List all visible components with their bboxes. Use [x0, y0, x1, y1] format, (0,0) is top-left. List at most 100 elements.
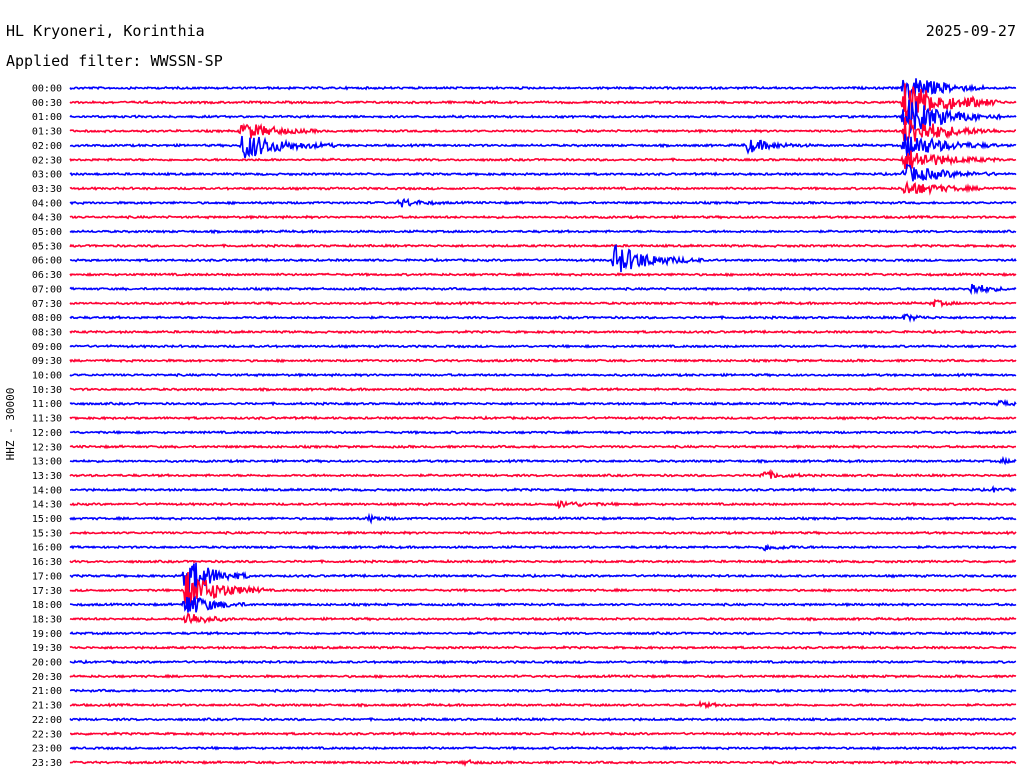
row-time-label: 22:00: [32, 715, 62, 726]
row-time-label: 18:30: [32, 614, 62, 625]
trace-line: [69, 313, 1017, 323]
trace-line: [69, 298, 1017, 309]
y-axis-label: HHZ - 30000: [4, 388, 17, 461]
trace-line: [69, 244, 1017, 273]
row-time-label: 19:30: [32, 643, 62, 654]
trace-line: [69, 630, 1017, 637]
row-time-label: 06:00: [32, 256, 62, 267]
trace-line: [69, 595, 1017, 613]
trace-line: [69, 372, 1017, 378]
row-time-label: 15:00: [32, 514, 62, 525]
trace-line: [69, 117, 1016, 142]
trace-line: [70, 730, 1017, 737]
row-time-label: 03:30: [32, 184, 62, 195]
trace-line: [69, 78, 1017, 101]
row-time-label: 20:30: [32, 672, 62, 683]
row-time-label: 10:00: [32, 371, 62, 382]
trace-line: [69, 163, 1017, 182]
trace-line: [69, 659, 1017, 665]
trace-line: [69, 343, 1017, 349]
trace-line: [69, 612, 1017, 625]
row-time-label: 22:30: [32, 729, 62, 740]
trace-line: [69, 543, 1017, 552]
trace-line: [69, 197, 1017, 208]
trace-line: [69, 398, 1017, 407]
trace-line: [69, 429, 1017, 436]
row-time-label: 03:00: [32, 170, 62, 181]
trace-line: [69, 673, 1017, 680]
row-time-label: 08:00: [32, 313, 62, 324]
row-time-label: 16:30: [32, 557, 62, 568]
row-time-label: 23:00: [32, 744, 62, 755]
trace-line: [69, 283, 1017, 296]
row-time-label: 23:30: [32, 758, 62, 769]
row-time-label: 08:30: [32, 327, 62, 338]
row-time-label: 05:00: [32, 227, 62, 238]
row-time-label: 02:30: [32, 155, 62, 166]
date-label: 2025-09-27: [926, 22, 1016, 40]
trace-line: [69, 499, 1017, 510]
row-time-label: 12:30: [32, 442, 62, 453]
row-time-label: 09:00: [32, 342, 62, 353]
row-time-label: 13:00: [32, 457, 62, 468]
trace-line: [69, 358, 1017, 364]
trace-line: [69, 83, 1017, 126]
station-title: HL Kryoneri, Korinthia: [6, 22, 205, 40]
row-time-label: 12:00: [32, 428, 62, 439]
row-time-label: 13:30: [32, 471, 62, 482]
row-time-label: 21:30: [32, 701, 62, 712]
trace-line: [69, 530, 1017, 536]
row-time-label: 02:00: [32, 141, 62, 152]
trace-line: [69, 716, 1017, 723]
filter-label: Applied filter: WWSSN-SP: [6, 52, 223, 70]
trace-line: [69, 214, 1017, 220]
trace-line: [69, 455, 1017, 466]
trace-line: [69, 562, 1017, 598]
trace-line: [69, 645, 1017, 651]
row-time-label: 17:00: [32, 571, 62, 582]
trace-line: [69, 99, 1017, 134]
trace-line: [69, 512, 1017, 525]
trace-line: [69, 271, 1017, 278]
row-time-label: 09:30: [32, 356, 62, 367]
row-time-label: 01:30: [32, 127, 62, 138]
row-time-label: 16:00: [32, 543, 62, 554]
row-time-label: 04:30: [32, 213, 62, 224]
row-time-label: 15:30: [32, 528, 62, 539]
row-time-label: 11:30: [32, 414, 62, 425]
row-time-label: 20:00: [32, 658, 62, 669]
row-time-label: 14:00: [32, 485, 62, 496]
row-time-label: 19:00: [32, 629, 62, 640]
row-time-label: 05:30: [32, 241, 62, 252]
trace-line: [69, 386, 1017, 393]
row-time-label: 06:30: [32, 270, 62, 281]
trace-line: [69, 444, 1017, 450]
row-time-label: 10:30: [32, 385, 62, 396]
row-time-label: 21:00: [32, 686, 62, 697]
row-label-group: 00:00 00:30 01:00 01:30 02:00 02:30 03:00 03:30…: [32, 84, 62, 769]
trace-line: [69, 133, 1017, 159]
trace-line: [69, 228, 1017, 235]
trace-line: [70, 485, 1017, 493]
trace-line: [69, 699, 1017, 710]
row-time-label: 11:00: [32, 399, 62, 410]
trace-line: [69, 243, 1017, 249]
trace-line: [69, 758, 1017, 768]
row-time-label: 07:30: [32, 299, 62, 310]
trace-line: [69, 415, 1017, 421]
trace-line: [69, 571, 1017, 609]
trace-line: [69, 745, 1017, 751]
row-time-label: 00:30: [32, 98, 62, 109]
trace-line: [69, 468, 1017, 479]
trace-group: [69, 78, 1017, 768]
trace-line: [69, 150, 1017, 169]
row-time-label: 18:00: [32, 600, 62, 611]
row-time-label: 01:00: [32, 112, 62, 123]
trace-line: [69, 329, 1017, 335]
trace-line: [69, 688, 1017, 694]
trace-line: [69, 180, 1017, 196]
row-time-label: 04:00: [32, 198, 62, 209]
row-time-label: 07:00: [32, 284, 62, 295]
row-time-label: 00:00: [32, 84, 62, 95]
